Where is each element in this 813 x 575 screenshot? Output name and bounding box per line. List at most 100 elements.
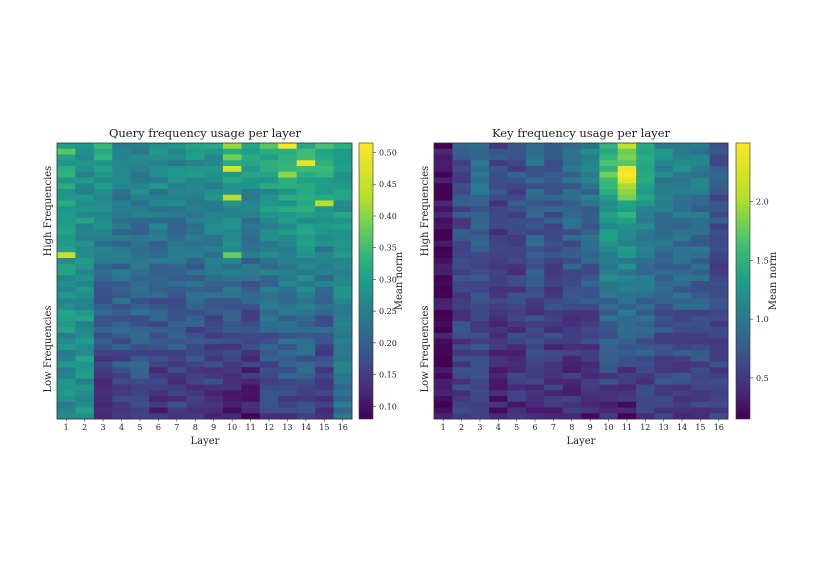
heatmap-cell [259,194,279,201]
heatmap-cell [333,321,353,328]
heatmap-cell [149,206,169,213]
heatmap-cell [241,160,261,167]
heatmap-cell [599,200,619,207]
heatmap-cell [507,338,527,345]
heatmap-cell [112,413,132,420]
heatmap-cell [672,304,692,311]
heatmap-cell [259,160,279,167]
heatmap-cell [278,344,298,351]
heatmap-cell [222,275,242,282]
heatmap-cell [617,378,637,385]
heatmap-cell [57,223,76,230]
heatmap-cell [93,367,113,374]
heatmap-cell [57,160,76,167]
heatmap-cell [57,194,76,201]
heatmap-cell [333,229,353,236]
heatmap-cell [470,183,490,190]
heatmap-cell [259,171,279,178]
heatmap-cell [452,166,472,173]
heatmap-cell [149,148,169,155]
heatmap-cell [636,235,655,242]
heatmap-cell [333,143,353,150]
heatmap-cell [112,200,132,207]
heatmap-cell [654,355,674,362]
heatmap-cell [507,275,527,282]
x-tick-label: 16 [714,423,724,432]
heatmap-cell [241,252,261,259]
heatmap-cell [333,298,353,305]
heatmap-cell [259,304,279,311]
heatmap-cell [333,206,353,213]
heatmap-cell [93,309,113,316]
heatmap-cell [57,332,76,339]
heatmap-cell [57,338,76,345]
heatmap-cell [691,338,711,345]
heatmap-cell [93,292,113,299]
heatmap-cell [581,223,600,230]
heatmap-cell [296,396,316,403]
heatmap-cell [241,373,261,380]
heatmap-cell [333,212,353,219]
heatmap-cell [222,229,242,236]
heatmap-cell [654,217,674,224]
heatmap-cell [130,148,150,155]
heatmap-cell [241,263,261,270]
heatmap-cell [544,338,564,345]
heatmap-cell [333,240,353,247]
heatmap-cell [525,166,545,173]
heatmap-cell [709,189,729,196]
heatmap-cell [636,327,655,334]
heatmap-cell [434,378,453,385]
heatmap-cell [562,292,582,299]
heatmap-cell [296,154,316,161]
heatmap-cell [489,200,508,207]
heatmap-cell [672,309,692,316]
heatmap-cell [149,332,169,339]
heatmap-cell [57,298,76,305]
heatmap-cell [544,304,564,311]
heatmap-cell [470,252,490,259]
heatmap-cell [544,154,564,161]
heatmap-cell [75,148,95,155]
heatmap-cell [544,177,564,184]
heatmap-cell [691,263,711,270]
heatmap-cell [241,315,261,322]
heatmap-cell [525,396,545,403]
heatmap-cell [562,235,582,242]
heatmap-cell [691,223,711,230]
heatmap-cell [204,269,224,276]
heatmap-cell [75,143,95,150]
heatmap-cell [525,327,545,334]
heatmap-cell [241,177,261,184]
heatmap-cell [315,177,334,184]
heatmap-cell [581,189,600,196]
heatmap-cell [489,143,508,150]
heatmap-cell [75,292,95,299]
heatmap-cell [654,206,674,213]
heatmap-cell [112,332,132,339]
heatmap-cell [525,355,545,362]
heatmap-cell [57,229,76,236]
heatmap-cell [636,286,655,293]
heatmap-cell [691,194,711,201]
x-tick-label: 13 [282,423,292,432]
heatmap-cell [672,212,692,219]
heatmap-cell [241,154,261,161]
heatmap-cell [130,327,150,334]
heatmap-cell [581,384,600,391]
heatmap-cell [489,166,508,173]
heatmap-cell [709,413,729,420]
heatmap-cell [709,171,729,178]
heatmap-cell [599,177,619,184]
heatmap-cell [315,350,334,357]
heatmap-cell [296,413,316,420]
heatmap-cell [259,235,279,242]
heatmap-cell [93,183,113,190]
heatmap-cell [167,367,187,374]
heatmap-cell [691,212,711,219]
heatmap-cell [278,217,298,224]
heatmap-cell [333,350,353,357]
heatmap-cell [315,321,334,328]
heatmap-cell [186,143,205,150]
heatmap-cell [489,160,508,167]
